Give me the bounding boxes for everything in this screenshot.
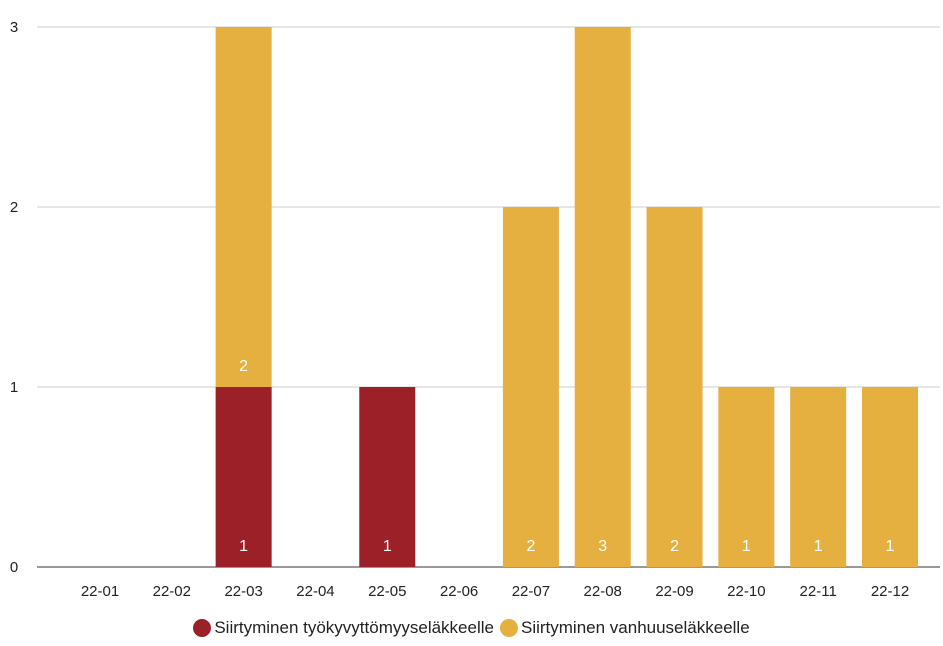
legend-item-vanhuus[interactable]: Siirtyminen vanhuuseläkkeelle — [499, 618, 750, 638]
bar-vanhuus[interactable] — [215, 27, 272, 387]
x-tick-label: 22-07 — [512, 583, 550, 600]
y-tick-label: 0 — [10, 559, 18, 576]
data-label: 2 — [670, 538, 679, 555]
chart-legend: Siirtyminen työkyvyttömyyseläkkeelle Sii… — [0, 618, 943, 638]
bar-vanhuus[interactable] — [646, 207, 703, 567]
x-tick-label: 22-06 — [440, 583, 478, 600]
bar-vanhuus[interactable] — [574, 27, 631, 567]
x-tick-label: 22-03 — [224, 583, 262, 600]
x-tick-label: 22-04 — [296, 583, 334, 600]
data-label: 2 — [239, 358, 248, 375]
legend-swatch-icon — [499, 619, 518, 637]
bar-vanhuus[interactable] — [718, 387, 775, 567]
y-tick-label: 2 — [10, 199, 18, 216]
x-tick-label: 22-08 — [584, 583, 622, 600]
data-label: 1 — [239, 538, 248, 555]
x-tick-label: 22-09 — [655, 583, 693, 600]
x-tick-label: 22-05 — [368, 583, 406, 600]
bar-vanhuus[interactable] — [502, 207, 559, 567]
x-tick-label: 22-10 — [727, 583, 765, 600]
bar-vanhuus[interactable] — [790, 387, 847, 567]
data-label: 2 — [526, 538, 535, 555]
data-label: 1 — [814, 538, 823, 555]
x-tick-label: 22-01 — [81, 583, 119, 600]
y-tick-label: 1 — [10, 379, 18, 396]
y-tick-label: 3 — [10, 19, 18, 36]
legend-item-tyokyvyttomyys[interactable]: Siirtyminen työkyvyttömyyseläkkeelle — [193, 618, 494, 638]
x-tick-label: 22-02 — [153, 583, 191, 600]
bar-tyokyvyttomyys[interactable] — [359, 387, 416, 567]
x-tick-label: 22-12 — [871, 583, 909, 600]
bar-tyokyvyttomyys[interactable] — [215, 387, 272, 567]
legend-swatch-icon — [193, 619, 212, 637]
data-label: 1 — [742, 538, 751, 555]
data-label: 1 — [886, 538, 895, 555]
bar-vanhuus[interactable] — [862, 387, 918, 567]
x-tick-label: 22-11 — [800, 583, 837, 600]
data-label: 3 — [598, 538, 607, 555]
data-label: 1 — [383, 538, 392, 555]
legend-label: Siirtyminen työkyvyttömyyseläkkeelle — [214, 618, 494, 637]
legend-label: Siirtyminen vanhuuseläkkeelle — [520, 618, 750, 637]
